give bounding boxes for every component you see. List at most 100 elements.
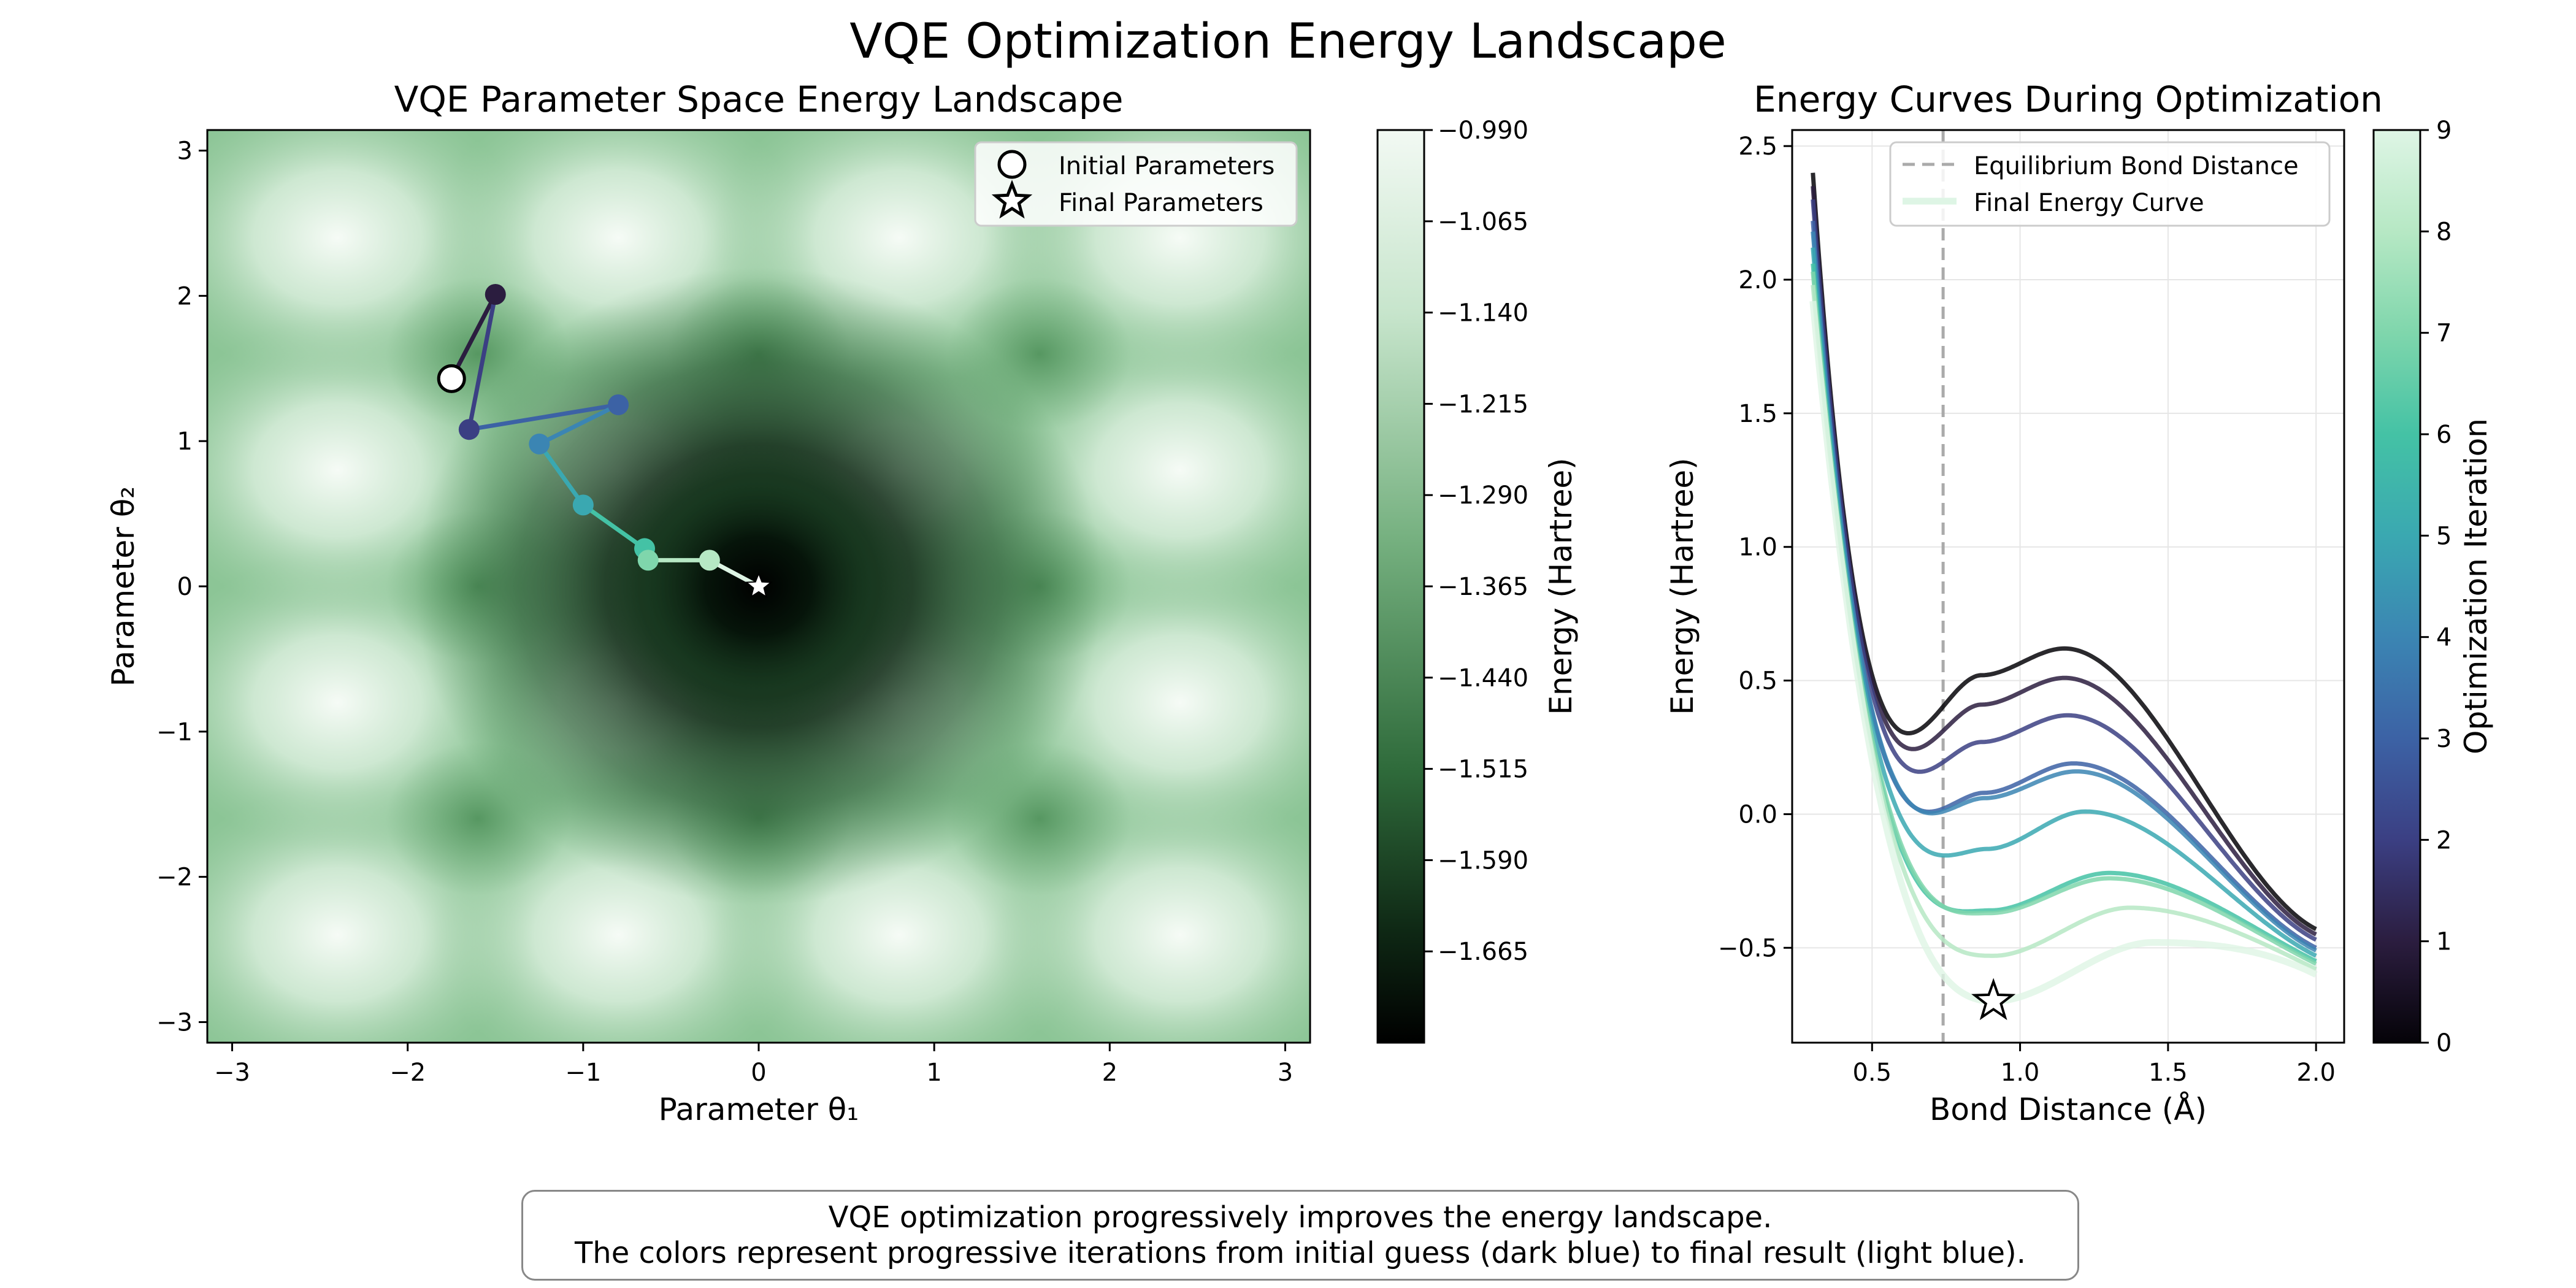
colorbar-tick-label: 0: [2436, 1029, 2451, 1057]
colorbar-tick-label: 1: [2436, 928, 2451, 956]
trajectory-segment: [581, 503, 646, 551]
colorbar-tick-label: −0.990: [1438, 117, 1528, 145]
energy-curve-iteration-0: [1811, 172, 2317, 931]
y-tick-label: −1: [156, 718, 193, 746]
legend-final-marker: [991, 180, 1033, 219]
curves-panel: Energy Curves During Optimization 0.5 1.0…: [1665, 79, 2494, 1127]
energy-curve-iteration-4: [1811, 231, 2317, 953]
colorbar-tick-label: −1.590: [1438, 846, 1528, 875]
landscape-y-label: Parameter θ₂: [105, 486, 141, 687]
energy-curve-iteration-8: [1811, 285, 2317, 972]
x-tick-label: −3: [214, 1059, 250, 1087]
energy-curve-iteration-1: [1811, 186, 2317, 937]
colorbar-tick-label: 7: [2436, 320, 2451, 348]
energy-curve-iteration-2: [1811, 199, 2317, 942]
trajectory-point: [699, 550, 720, 571]
final-minimum-star: [1971, 978, 2016, 1021]
y-tick-label: −2: [156, 864, 193, 892]
trajectory-point: [485, 283, 506, 305]
trajectory-point: [458, 419, 480, 440]
trajectory-point: [529, 433, 550, 454]
curves-legend: Equilibrium Bond Distance Final Energy C…: [1889, 141, 2331, 227]
legend-initial-marker: [997, 150, 1027, 179]
colorbar-tick-label: −1.665: [1438, 938, 1528, 966]
initial-parameters-marker: [437, 364, 466, 393]
curves-legend-box: [1889, 141, 2331, 227]
iteration-colorbar-ticks: 0 1 2 3 4 5 6 7 8 9: [2420, 117, 2451, 1057]
trajectory-segment: [469, 402, 619, 432]
colorbar-tick-label: 4: [2436, 624, 2451, 652]
curves-axes-background: [1792, 130, 2344, 1043]
legend-initial-label: Initial Parameters: [1059, 152, 1275, 180]
energy-curve-iteration-5: [1811, 247, 2317, 958]
x-tick-label: 3: [1278, 1059, 1293, 1087]
energy-curve-iteration-7: [1811, 271, 2317, 966]
trajectory-point: [608, 394, 629, 415]
landscape-y-ticks: −3 −2 −1 0 1 2 3: [156, 137, 207, 1037]
colorbar-tick-label: −1.365: [1438, 573, 1528, 601]
y-tick-label: 1: [177, 427, 193, 456]
energy-colorbar: −0.990 −1.065 −1.140 −1.215 −1.290 −1.365 −1.4…: [1376, 117, 1579, 1044]
trajectory: [437, 283, 773, 599]
curves-y-label: Energy (Hartree): [1665, 458, 1700, 715]
final-parameters-marker: [745, 572, 773, 599]
x-tick-label: 0.5: [1852, 1059, 1892, 1087]
legend-equilibrium-label: Equilibrium Bond Distance: [1974, 152, 2299, 180]
energy-curves: [1809, 172, 2318, 1005]
energy-curve-iteration-9: [1809, 301, 2318, 1005]
iteration-colorbar-bar: [2372, 129, 2421, 1044]
trajectory-point: [637, 550, 659, 571]
colorbar-tick-label: 2: [2436, 826, 2451, 854]
colorbar-tick-label: −1.065: [1438, 208, 1528, 236]
trajectory-segment: [467, 294, 498, 430]
y-tick-label: 2.0: [1738, 266, 1777, 294]
colorbar-tick-label: −1.140: [1438, 299, 1528, 328]
caption-line-1: VQE optimization progressively improves …: [828, 1200, 1773, 1235]
y-tick-label: 1.0: [1738, 534, 1777, 562]
x-tick-label: −1: [565, 1059, 601, 1087]
curves-title: Energy Curves During Optimization: [1754, 79, 2383, 120]
y-tick-label: 1.5: [1738, 400, 1777, 428]
x-tick-label: −2: [389, 1059, 426, 1087]
y-tick-label: 0.5: [1738, 667, 1777, 696]
landscape-panel: VQE Parameter Space Energy Landscape −3−…: [105, 79, 1579, 1127]
colorbar-tick-label: 5: [2436, 522, 2451, 550]
curves-x-ticks: 0.5 1.0 1.5 2.0: [1852, 1043, 2336, 1087]
trajectory-segment: [537, 442, 585, 507]
caption-line-2: The colors represent progressive iterati…: [574, 1236, 2026, 1270]
legend-final-curve-label: Final Energy Curve: [1974, 189, 2204, 217]
colorbar-tick-label: −1.440: [1438, 664, 1528, 692]
energy-colorbar-label: Energy (Hartree): [1543, 458, 1579, 715]
landscape-x-label: Parameter θ₁: [659, 1092, 859, 1127]
colorbar-tick-label: −1.215: [1438, 390, 1528, 418]
colorbar-tick-label: 6: [2436, 421, 2451, 449]
curves-x-label: Bond Distance (Å): [1930, 1092, 2207, 1127]
x-tick-label: 1.0: [2001, 1059, 2040, 1087]
y-tick-label: 2.5: [1738, 132, 1777, 161]
x-tick-label: 2: [1102, 1059, 1117, 1087]
trajectory-segment: [450, 293, 497, 380]
trajectory-point: [572, 494, 594, 516]
y-tick-label: −3: [156, 1008, 193, 1037]
energy-colorbar-bar: [1376, 129, 1425, 1044]
curves-y-ticks: −0.5 0.0 0.5 1.0 1.5 2.0 2.5: [1718, 132, 1792, 962]
x-tick-label: 1.5: [2149, 1059, 2188, 1087]
curves-axes-frame: [1791, 129, 2345, 1044]
colorbar-tick-label: 8: [2436, 218, 2451, 246]
landscape-legend-box: [974, 141, 1298, 227]
energy-colorbar-ticks: −0.990 −1.065 −1.140 −1.215 −1.290 −1.365 −1.4…: [1424, 117, 1528, 966]
legend-final-label: Final Parameters: [1059, 189, 1263, 217]
y-tick-label: 3: [177, 137, 193, 166]
colorbar-tick-label: 3: [2436, 725, 2451, 753]
trajectory-segment: [538, 402, 619, 447]
colorbar-tick-label: 9: [2436, 117, 2451, 145]
landscape-title: VQE Parameter Space Energy Landscape: [394, 79, 1124, 120]
colorbar-tick-label: −1.515: [1438, 756, 1528, 784]
x-tick-label: 2.0: [2296, 1059, 2336, 1087]
caption-box: VQE optimization progressively improves …: [521, 1190, 2079, 1281]
x-tick-label: 1: [926, 1059, 941, 1087]
iteration-colorbar-label: Optimization Iteration: [2458, 418, 2494, 754]
landscape-x-ticks: −3 −2 −1 0 1 2 3: [214, 1043, 1293, 1087]
colorbar-tick-label: −1.290: [1438, 481, 1528, 510]
